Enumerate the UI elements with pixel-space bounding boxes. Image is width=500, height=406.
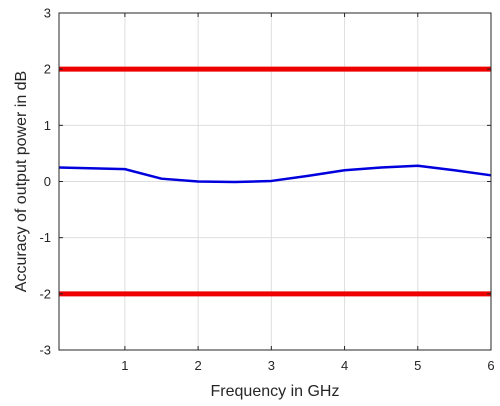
y-tick-label: 0 <box>44 174 51 189</box>
y-tick-label: -2 <box>39 286 51 301</box>
x-tick-label: 3 <box>268 358 275 373</box>
y-axis-label: Accuracy of output power in dB <box>13 71 30 292</box>
y-tick-label: -3 <box>39 343 51 358</box>
y-tick-label: 2 <box>44 62 51 77</box>
x-axis-label: Frequency in GHz <box>211 383 340 400</box>
y-tick-label: -1 <box>39 230 51 245</box>
y-tick-label: 3 <box>44 6 51 21</box>
y-tick-label: 1 <box>44 118 51 133</box>
x-tick-label: 5 <box>414 358 421 373</box>
x-tick-label: 1 <box>121 358 128 373</box>
ticks: 1 2 3 4 5 6 -3 -2 -1 0 1 2 3 <box>39 6 494 374</box>
series-layer <box>58 66 492 297</box>
x-tick-label: 6 <box>487 358 494 373</box>
x-tick-label: 2 <box>195 358 202 373</box>
x-tick-label: 4 <box>341 358 348 373</box>
accuracy-line <box>58 164 492 184</box>
